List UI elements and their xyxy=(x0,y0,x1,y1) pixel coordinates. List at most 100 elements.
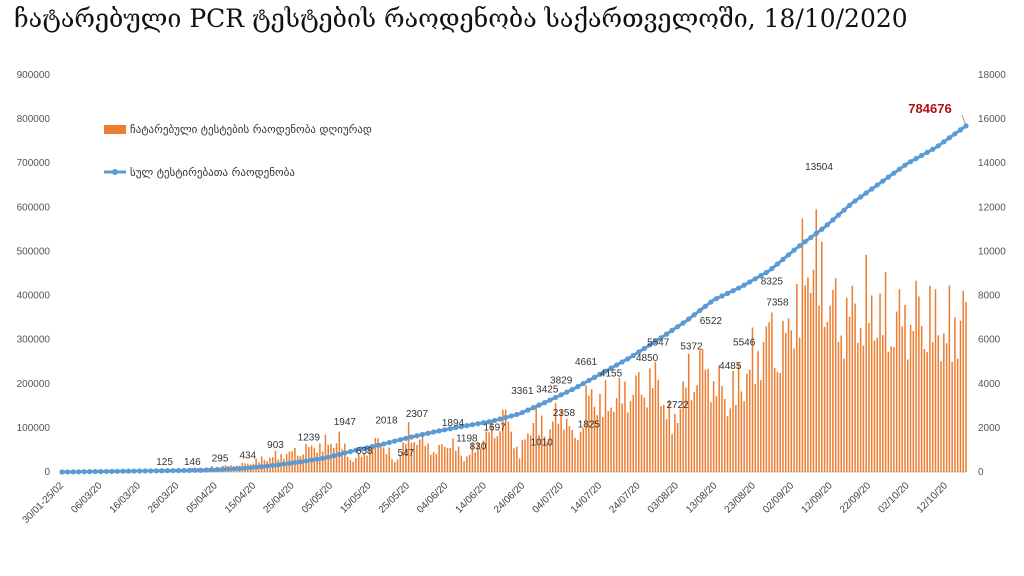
cumulative-point xyxy=(275,462,281,468)
daily-bar xyxy=(907,359,909,472)
x-axis-tick: 02/09/20 xyxy=(761,480,797,516)
cumulative-point xyxy=(125,468,132,474)
daily-bar xyxy=(829,305,831,472)
cumulative-point xyxy=(369,443,376,450)
daily-bar xyxy=(377,438,379,472)
daily-bar xyxy=(929,285,931,472)
cumulative-point xyxy=(159,468,165,474)
cumulative-point xyxy=(458,424,464,430)
daily-bar xyxy=(726,416,729,472)
daily-bar xyxy=(621,403,623,472)
daily-bar xyxy=(740,391,743,472)
left-axis-tick: 300000 xyxy=(17,335,51,346)
daily-bar xyxy=(527,433,529,472)
bar-data-label: 1010 xyxy=(531,438,554,449)
cumulative-point xyxy=(186,467,193,473)
x-axis-tick: 30/01-25/02 xyxy=(21,480,67,526)
daily-bar xyxy=(832,289,834,472)
daily-bar xyxy=(765,326,768,472)
daily-bar xyxy=(565,418,568,472)
daily-bar xyxy=(651,387,654,472)
cumulative-point xyxy=(924,149,930,156)
daily-bar xyxy=(909,324,912,472)
daily-bar xyxy=(790,330,793,472)
daily-bar xyxy=(815,209,818,472)
daily-bar xyxy=(873,340,876,472)
cumulative-point xyxy=(835,212,842,218)
daily-bar xyxy=(455,450,457,472)
daily-bar xyxy=(934,289,937,472)
daily-bar xyxy=(940,361,942,472)
daily-bar xyxy=(732,371,734,472)
cumulative-point xyxy=(680,320,686,326)
cumulative-point xyxy=(630,352,636,359)
x-axis-tick: 12/10/20 xyxy=(915,480,951,516)
cumulative-point xyxy=(386,439,392,446)
daily-bar xyxy=(912,331,915,472)
cumulative-point xyxy=(935,143,941,149)
right-axis-tick: 4000 xyxy=(978,379,1001,390)
cumulative-point xyxy=(614,362,620,368)
legend-swatch-marker xyxy=(112,169,118,175)
cumulative-point xyxy=(447,426,453,432)
cumulative-point xyxy=(497,416,503,422)
daily-bar xyxy=(571,430,573,472)
daily-bar xyxy=(504,409,507,472)
cumulative-point xyxy=(358,446,365,452)
cumulative-point xyxy=(547,397,553,403)
cumulative-point xyxy=(519,409,525,416)
cumulative-point xyxy=(381,441,387,447)
cumulative-point xyxy=(647,342,653,348)
daily-bar xyxy=(710,402,712,472)
cumulative-point xyxy=(137,468,143,474)
cumulative-point xyxy=(242,465,248,471)
x-axis-tick: 25/05/20 xyxy=(377,480,413,516)
daily-bar xyxy=(382,447,385,472)
daily-bar xyxy=(599,393,601,472)
daily-bar xyxy=(557,423,560,472)
cumulative-point xyxy=(336,451,342,457)
daily-bar xyxy=(926,352,928,472)
cumulative-point xyxy=(880,178,886,184)
daily-bar xyxy=(482,440,485,472)
right-axis-tick: 2000 xyxy=(978,423,1001,434)
cumulative-point xyxy=(286,460,292,466)
legend-label-line: სულ ტესტირებათა რაოდენობა xyxy=(130,166,295,179)
cumulative-point xyxy=(87,469,93,475)
daily-bar xyxy=(593,406,596,472)
daily-bar xyxy=(546,441,549,472)
cumulative-point xyxy=(414,433,420,439)
cumulative-point xyxy=(636,349,642,355)
cumulative-point xyxy=(691,312,697,318)
bar-data-label: 5546 xyxy=(733,338,756,349)
cumulative-point xyxy=(808,234,814,241)
daily-bar xyxy=(904,304,906,472)
cumulative-point xyxy=(181,467,187,474)
daily-bar xyxy=(427,443,429,472)
daily-bar xyxy=(773,367,776,472)
daily-bar xyxy=(687,353,690,472)
daily-bar xyxy=(676,422,679,472)
daily-bar xyxy=(895,311,898,472)
daily-bar xyxy=(380,444,382,472)
bar-data-label: 5372 xyxy=(680,342,703,353)
bar-data-label: 1825 xyxy=(578,420,601,431)
daily-bar xyxy=(615,398,618,472)
left-axis-tick: 900000 xyxy=(17,70,51,81)
cumulative-point xyxy=(525,407,531,413)
cumulative-point xyxy=(453,425,459,431)
cumulative-point xyxy=(719,293,725,299)
daily-bar xyxy=(920,325,923,472)
daily-bar xyxy=(554,403,557,472)
cumulative-point xyxy=(830,217,836,223)
cumulative-point xyxy=(292,460,298,466)
daily-bar xyxy=(274,450,277,472)
daily-bar xyxy=(818,305,820,472)
cumulative-point xyxy=(469,422,476,428)
daily-bar xyxy=(796,284,798,472)
x-axis-tick: 26/03/20 xyxy=(146,480,182,516)
cumulative-point xyxy=(120,468,126,474)
bar-data-label: 2018 xyxy=(375,415,398,426)
daily-bar xyxy=(446,448,449,472)
